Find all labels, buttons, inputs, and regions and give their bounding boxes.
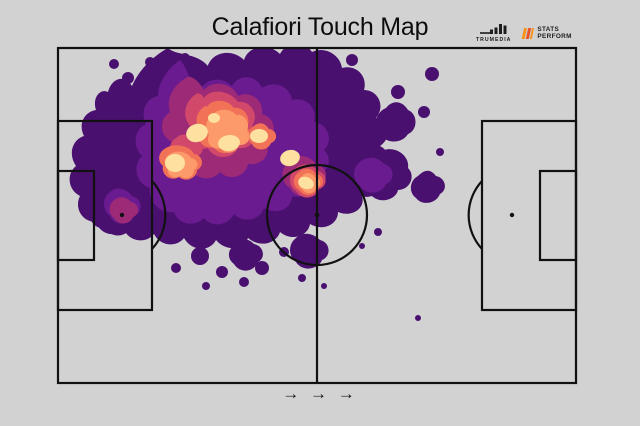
pitch-markings [56,46,578,385]
centre-circle [265,163,369,267]
heatmap-layer [69,48,445,321]
centre-spot [314,212,320,218]
right-penalty-arc [467,180,483,250]
trumedia-label: TRUMEDIA [476,37,512,43]
pitch-spots [119,212,515,218]
direction-of-play-arrows: → → → [282,384,358,403]
stats-perform-slashes-icon [521,27,535,39]
stats-perform-logo: STATS PERFORM [521,26,571,40]
right-goal-area [538,169,578,262]
stats-perform-label: STATS PERFORM [537,26,571,40]
right-penalty-spot [509,212,515,218]
right-penalty-area [480,119,578,312]
stats-perform-line2: PERFORM [537,33,572,41]
left-penalty-spot [119,212,125,218]
trumedia-mark-icon [479,24,507,34]
left-goal-area [56,169,96,262]
trumedia-logo: TRUMEDIA [476,24,511,43]
left-penalty-arc [151,180,167,250]
branding-logos: TRUMEDIA STATS PERFORM [476,24,572,43]
stats-perform-line1: STATS [537,26,560,33]
page-title: Calafiori Touch Map [211,13,429,41]
heat-level-7 [165,113,314,190]
